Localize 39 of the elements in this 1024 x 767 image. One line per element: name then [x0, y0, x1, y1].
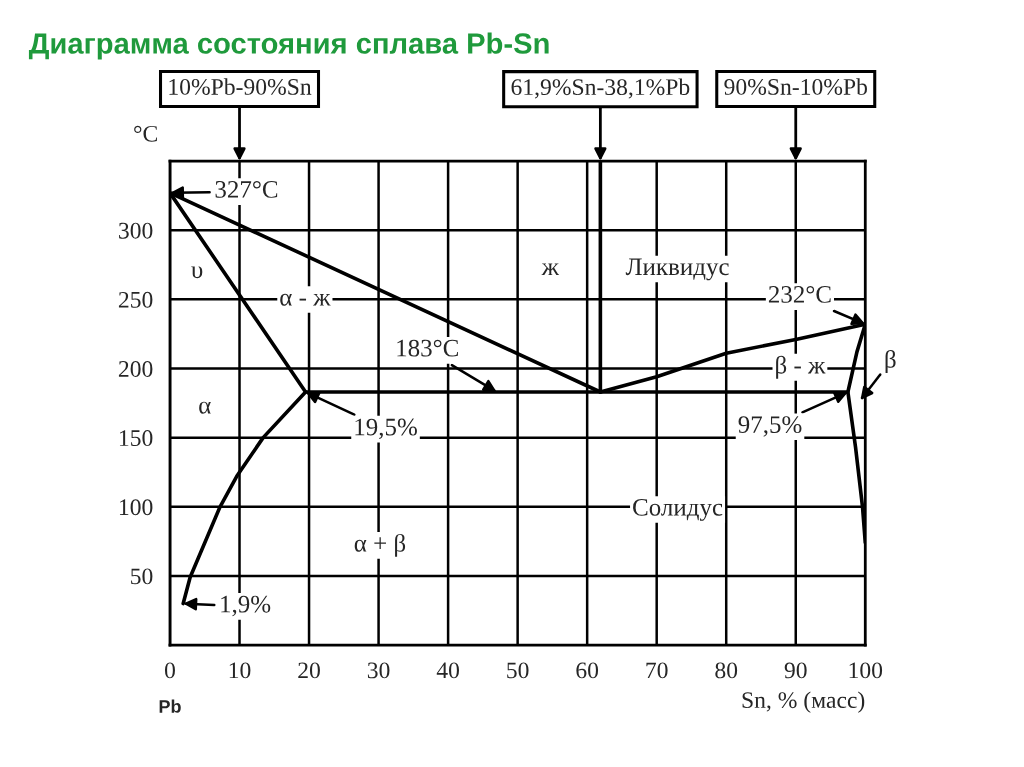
annotation: 232°C [768, 285, 831, 303]
annotation: υ [191, 266, 203, 279]
x-tick-label: 60 [576, 662, 599, 679]
annotation: 183°C [397, 339, 458, 357]
y-axis-title: °C [134, 125, 157, 142]
x-tick-label: 90 [784, 662, 807, 679]
y-tick-label: 50 [131, 568, 153, 585]
annotation: 97,5% [738, 416, 802, 437]
y-tick-label: 100 [119, 499, 153, 516]
x-tick-label: 70 [646, 662, 668, 679]
x-tick-label: 0 [164, 662, 175, 679]
annotation: 19,5% [355, 418, 417, 440]
x-tick-label: 10 [229, 662, 251, 679]
text: β [885, 349, 896, 373]
x-tick-label: 100 [849, 662, 883, 679]
x-tick-label: 80 [715, 662, 738, 679]
annotation: 61,9%Sn-38,1%Pb [511, 78, 690, 99]
annotation: 1,9% [221, 595, 271, 617]
text: Pb [159, 699, 181, 713]
x-tick-label: 30 [367, 662, 390, 679]
x-tick-label: 20 [298, 662, 320, 679]
annotation: 327°C [215, 180, 278, 198]
annotation: α [199, 401, 211, 414]
chart-title: Диаграмма состояния сплава Pb-Sn [28, 32, 549, 60]
text: 10%Pb-90%Sn [169, 78, 312, 95]
x-tick-label: 40 [436, 662, 460, 679]
annotation: α - ж [280, 293, 331, 306]
annotation: ж [541, 263, 560, 276]
y-tick-label: 200 [118, 360, 153, 377]
annotation: β - ж [776, 355, 826, 379]
y-tick-label: 150 [119, 430, 153, 447]
y-tick-label: 250 [118, 291, 153, 308]
text: 90%Sn-10%Pb [724, 78, 867, 95]
annotation: Солидус [633, 498, 723, 521]
x-axis-title: Sn, % (масс) [742, 691, 865, 713]
y-tick-label: 300 [119, 222, 153, 239]
x-tick-label: 50 [507, 662, 529, 679]
annotation: Ликвидус [625, 258, 729, 281]
annotation: α + β [354, 533, 406, 557]
